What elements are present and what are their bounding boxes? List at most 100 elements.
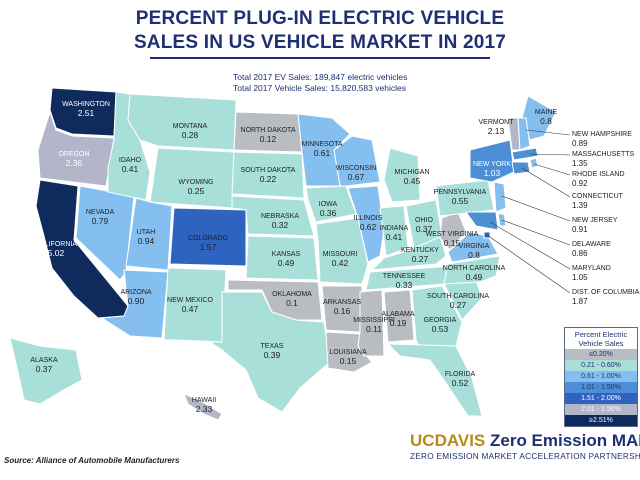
state-new-mexico [163,267,227,343]
state-connecticut [511,161,531,175]
state-value-ohio: 0.37 [416,224,433,234]
state-value-michigan: 0.45 [404,176,421,186]
state-value-texas: 0.39 [264,350,281,360]
state-new-jersey [493,181,507,213]
state-label-new-mexico: NEW MEXICO [167,297,213,304]
state-value-california: 5.02 [48,248,65,258]
state-value-missouri: 0.42 [332,258,349,268]
brand-tagline: ZERO EMISSION MARKET ACCELERATION PARTNE… [410,452,640,461]
state-indiana [379,205,409,257]
state-south-dakota [231,151,305,199]
state-value-kansas: 0.49 [278,258,295,268]
state-value-south-dakota: 0.22 [260,174,277,184]
legend-bin: 2.01 - 2.50% [565,404,637,415]
brand-davis: DAVIS [434,431,486,450]
callout-rhode-island: RHODE ISLAND 0.92 [572,170,625,188]
state-value-illinois: 0.62 [360,222,377,232]
callout-value: 1.87 [572,297,588,306]
state-north-carolina [443,255,501,285]
callout-value: 0.89 [572,139,588,148]
callout-value: 0.86 [572,249,588,258]
state-michigan [383,147,421,203]
state-label-arkansas: ARKANSAS [323,299,361,306]
map-title-line2: SALES IN US VEHICLE MARKET IN 2017 [133,32,507,53]
state-label-indiana: INDIANA [380,225,409,232]
leader-line-maryland [489,221,571,270]
state-label-kentucky: KENTUCKY [401,247,439,254]
state-label-oklahoma: OKLAHOMA [272,291,312,298]
callout-name: MARYLAND [572,265,611,272]
state-alaska [9,337,83,405]
leader-line-dist-of-columbia [486,234,571,294]
state-value-colorado: 1.57 [200,242,217,252]
state-value-florida: 0.52 [452,378,469,388]
state-value-louisiana: 0.15 [340,356,357,366]
state-label-pennsylvania: PENNSYLVANIA [434,189,487,196]
brand-uc: UC [410,431,435,450]
state-virginia [447,231,499,263]
state-value-hawaii: 2.33 [196,404,213,414]
state-label-north-carolina: NORTH CAROLINA [443,265,506,272]
state-iowa [305,185,357,223]
state-label-alabama: ALABAMA [381,311,414,318]
legend-bin: 1.01 - 1.50% [565,382,637,393]
state-value-vermont: 2.13 [488,126,505,136]
callout-connecticut: CONNECTICUT 1.39 [572,192,623,210]
brand-zero-emission-map: Zero Emission MAP [485,431,640,450]
state-label-california: CALIFORNIA [35,241,77,248]
state-illinois [347,185,385,263]
state-value-indiana: 0.41 [386,232,403,242]
map-title-line1: PERCENT PLUG-IN ELECTRIC VEHICLE [135,8,505,29]
callout-name: DIST. OF COLUMBIA [572,289,640,296]
state-label-virginia: VIRGINIA [459,243,490,250]
state-kansas [245,235,319,281]
state-alabama [383,289,415,343]
callout-name: MASSACHUSETTS [572,151,635,158]
state-texas [209,291,331,413]
callout-name: NEW JERSEY [572,217,618,224]
state-value-georgia: 0.53 [432,324,449,334]
state-label-south-carolina: SOUTH CAROLINA [427,293,490,300]
state-label-wyoming: WYOMING [179,179,214,186]
state-pennsylvania [435,179,495,217]
state-value-south-carolina: 0.27 [450,300,467,310]
state-nebraska [231,195,315,237]
state-label-texas: TEXAS [261,343,284,350]
state-value-oregon: 2.36 [66,158,83,168]
legend: Percent Electric Vehicle Sales ≤0.20% 0.2… [564,327,638,427]
state-label-iowa: IOWA [319,201,338,208]
state-colorado [169,207,247,267]
leader-line-rhode-island [533,163,571,176]
total-ev-sales: Total 2017 EV Sales: 189,847 electric ve… [233,72,408,82]
leader-line-connecticut [521,167,571,198]
state-label-utah: UTAH [137,229,156,236]
state-value-washington: 2.51 [78,108,95,118]
callout-name: CONNECTICUT [572,193,623,200]
leader-line-new-jersey [501,195,571,222]
state-label-north-dakota: NORTH DAKOTA [241,127,296,134]
callout-name: RHODE ISLAND [572,171,625,178]
state-value-pennsylvania: 0.55 [452,196,469,206]
state-value-arkansas: 0.16 [334,306,351,316]
leader-line-delaware [501,219,571,246]
state-value-new-york: 1.03 [484,168,501,178]
state-label-ohio: OHIO [415,217,433,224]
state-montana [127,93,237,151]
callout-value: 0.92 [572,179,588,188]
state-label-arizona: ARIZONA [120,289,151,296]
state-hawaii [183,393,223,421]
leader-line-new-hampshire [525,129,571,136]
state-value-north-dakota: 0.12 [260,134,277,144]
state-label-michigan: MICHIGAN [395,169,430,176]
callout-name: DELAWARE [572,241,611,248]
state-value-maine: 0.8 [540,116,552,126]
legend-bin: 0.61 - 1.00% [565,371,637,382]
state-value-wisconsin: 0.67 [348,172,365,182]
state-label-new-york: NEW YORK [473,161,511,168]
callout-new-jersey: NEW JERSEY 0.91 [572,216,618,234]
state-value-arizona: 0.90 [128,296,145,306]
state-label-idaho: IDAHO [119,157,142,164]
state-label-west-virginia: WEST VIRGINIA [426,231,479,238]
state-label-tennessee: TENNESSEE [383,273,426,280]
title-underline [150,57,490,59]
